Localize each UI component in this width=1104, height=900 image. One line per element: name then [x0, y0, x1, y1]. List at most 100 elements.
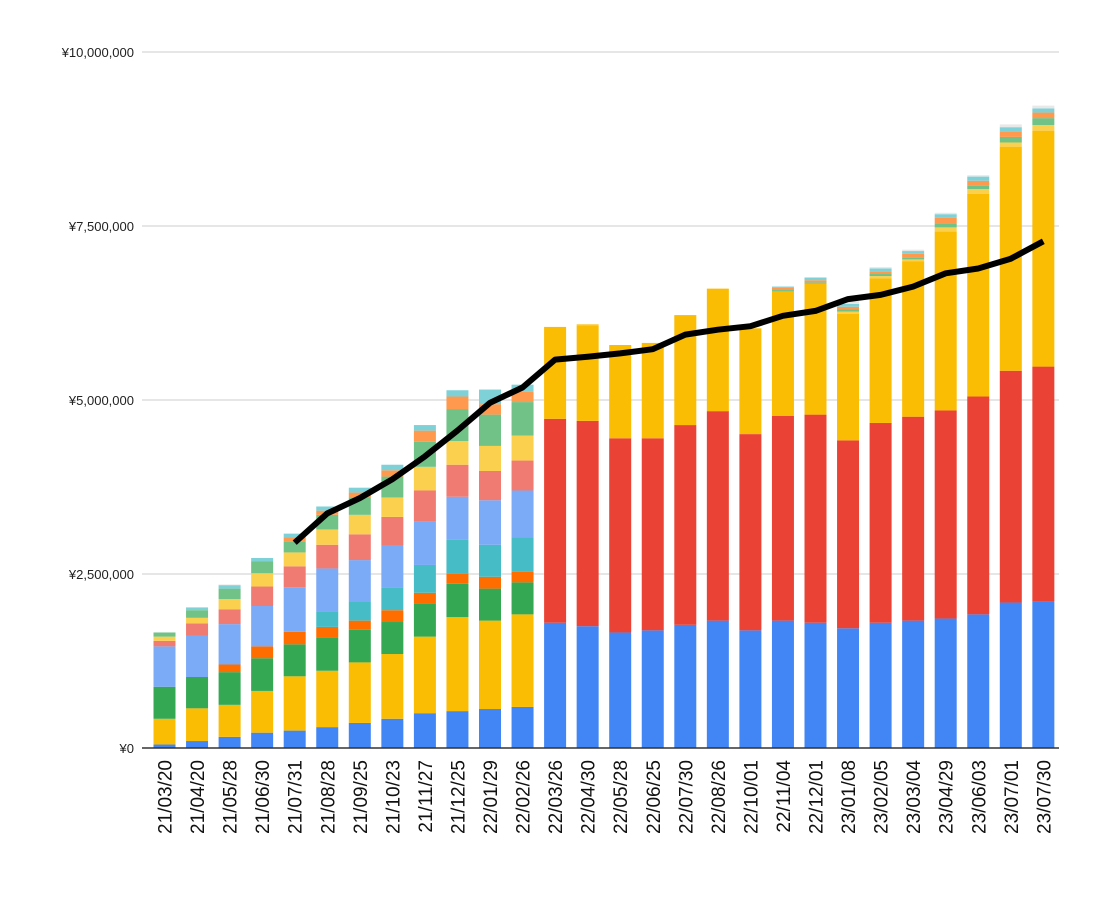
bar-segment: [837, 306, 860, 310]
bar-segment: [576, 325, 599, 421]
bar-segment: [999, 370, 1022, 603]
bar-segment: [348, 601, 371, 621]
bar-segment: [609, 345, 632, 439]
bar-segment: [511, 582, 534, 615]
x-tick-label: 21/04/20: [188, 760, 209, 834]
bar-segment: [413, 490, 436, 522]
x-tick-label: 23/01/08: [839, 760, 860, 834]
bar-segment: [186, 677, 209, 709]
bar-segment: [869, 278, 892, 423]
x-tick-label: 22/10/01: [741, 760, 762, 834]
bar-segment: [283, 644, 306, 677]
bar-segment: [511, 460, 534, 491]
x-tick-label: 21/06/30: [253, 760, 274, 834]
bar-segment: [999, 136, 1022, 143]
bar-segment: [902, 259, 925, 262]
bar-segment: [1032, 130, 1055, 367]
bar-segment: [706, 411, 729, 621]
bar-stack: [999, 124, 1022, 748]
bar-stack: [381, 464, 404, 748]
bar-segment: [967, 614, 990, 748]
x-tick-label: 22/01/29: [481, 760, 502, 834]
bar-segment: [934, 217, 957, 224]
bar-stack: [706, 288, 729, 748]
bar-stack: [153, 632, 176, 748]
bar-segment: [446, 396, 469, 410]
bar-segment: [251, 732, 274, 748]
bar-segment: [902, 257, 925, 260]
bar-segment: [218, 599, 241, 610]
bar-segment: [511, 614, 534, 707]
y-tick-label: ¥5,000,000: [68, 393, 134, 408]
bar-segment: [837, 440, 860, 629]
bar-segment: [381, 622, 404, 655]
bar-segment: [511, 537, 534, 572]
bar-segment: [902, 620, 925, 748]
bar-segment: [576, 626, 599, 748]
bar-segment: [381, 654, 404, 719]
bar-segment: [869, 267, 892, 269]
bar-segment: [837, 313, 860, 441]
bar-segment: [218, 609, 241, 625]
bar-segment: [413, 466, 436, 491]
bar-segment: [186, 610, 209, 618]
bar-segment: [771, 287, 794, 291]
bar-segment: [153, 636, 176, 641]
x-tick-label: 21/07/31: [286, 760, 307, 834]
bar-segment: [1032, 118, 1055, 126]
bar-segment: [446, 390, 469, 397]
bar-segment: [218, 664, 241, 673]
bar-segment: [251, 557, 274, 562]
bar-segment: [967, 185, 990, 190]
bar-segment: [934, 410, 957, 619]
bar-segment: [641, 630, 664, 748]
x-tick-label: 22/06/25: [644, 760, 665, 834]
bar-segment: [511, 402, 534, 436]
bar-stack: [674, 315, 697, 748]
bar-stack: [967, 175, 990, 748]
bar-segment: [1032, 601, 1055, 748]
bar-segment: [479, 404, 501, 415]
bar-segment: [804, 622, 827, 748]
bar-segment: [609, 438, 632, 633]
bar-segment: [869, 276, 892, 279]
bar-segment: [283, 552, 306, 567]
bar-stack: [316, 506, 339, 748]
bar-segment: [739, 328, 762, 435]
bar-segment: [869, 268, 892, 272]
bar-segment: [413, 564, 436, 593]
bar-segment: [316, 529, 339, 545]
bar-segment: [511, 435, 534, 461]
y-tick-label: ¥10,000,000: [61, 45, 134, 60]
bar-segment: [967, 180, 990, 186]
bar-segment: [186, 741, 209, 748]
bar-stack: [186, 607, 209, 748]
bar-segment: [316, 568, 339, 612]
bar-segment: [804, 282, 827, 284]
x-tick-label: 22/07/30: [676, 760, 697, 834]
bar-segment: [283, 533, 306, 538]
x-tick-label: 23/03/04: [904, 760, 925, 834]
bar-segment: [446, 573, 469, 584]
bar-segment: [771, 416, 794, 621]
bar-segment: [934, 212, 957, 215]
bar-stack: [348, 487, 371, 748]
bar-segment: [576, 420, 599, 627]
bar-segment: [413, 603, 436, 637]
x-tick-label: 22/02/26: [514, 760, 535, 834]
bar-segment: [902, 249, 925, 252]
bar-segment: [999, 142, 1022, 147]
bar-stack: [739, 328, 762, 748]
bar-segment: [1032, 112, 1055, 119]
bar-segment: [739, 630, 762, 748]
bar-segment: [771, 291, 794, 417]
bar-segment: [902, 253, 925, 258]
bar-segment: [381, 587, 404, 611]
bar-segment: [186, 617, 209, 624]
bar-segment: [967, 189, 990, 194]
bar-segment: [641, 342, 664, 439]
bar-segment: [348, 487, 371, 493]
bar-segment: [934, 223, 957, 228]
y-tick-label: ¥2,500,000: [68, 567, 134, 582]
